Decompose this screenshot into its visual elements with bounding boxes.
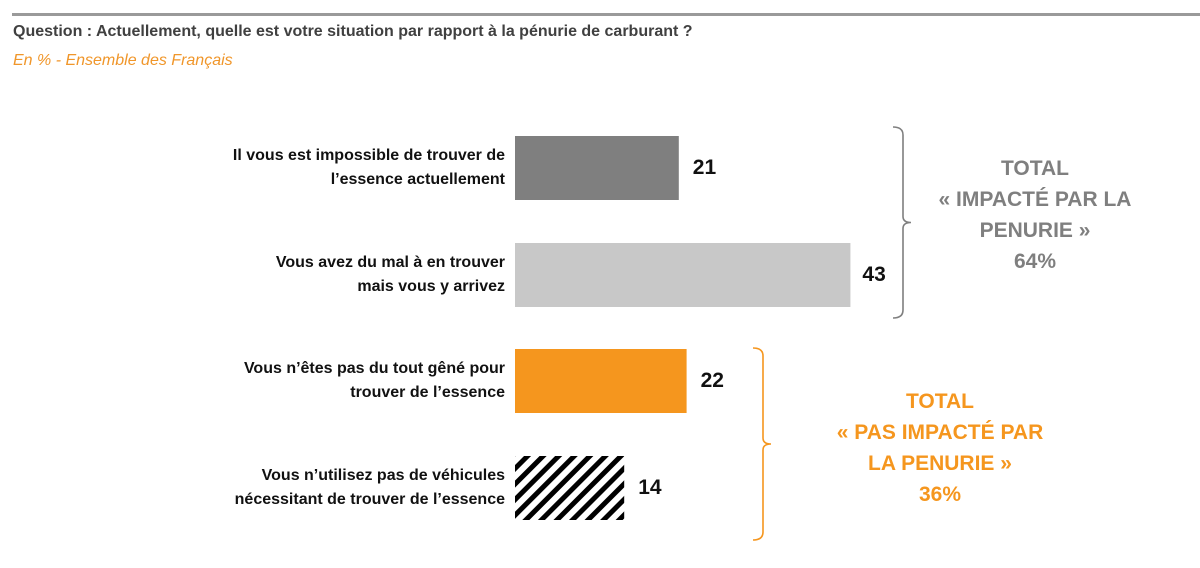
- category-label-line: Vous n’êtes pas du tout gêné pour: [243, 360, 505, 377]
- group-total-line: PENURIE »: [979, 219, 1091, 242]
- group-total-line: TOTAL: [905, 390, 975, 413]
- value-label: 21: [692, 156, 717, 179]
- group-total-label: TOTAL « PAS IMPACTÉ PAR LA PENURIE » 36%: [790, 386, 1090, 510]
- category-label-line: trouver de l’essence: [350, 384, 505, 401]
- category-label-line: nécessitant de trouver de l’essence: [234, 491, 505, 508]
- category-label-line: mais vous y arrivez: [357, 278, 505, 295]
- group-bracket: [892, 126, 912, 319]
- category-label: Vous avez du mal à en trouver mais vous y…: [165, 251, 505, 299]
- group-total-line: 64%: [1013, 250, 1057, 273]
- category-label-line: Il vous est impossible de trouver de: [232, 147, 505, 164]
- group-total-line: « IMPACTÉ PAR LA: [938, 188, 1132, 211]
- bar: [515, 243, 851, 307]
- group-total-line: 36%: [918, 483, 962, 506]
- category-label: Vous n’êtes pas du tout gêné pour trouver…: [165, 357, 505, 405]
- bar: [515, 136, 679, 200]
- question-title: Question : Actuellement, quelle est votr…: [13, 23, 693, 40]
- value-label: 43: [862, 263, 886, 286]
- value-label: 14: [638, 476, 662, 499]
- bar: [515, 456, 625, 520]
- value-label: 22: [700, 369, 724, 392]
- category-label-line: Vous n’utilisez pas de véhicules: [261, 467, 505, 484]
- group-total-line: TOTAL: [1000, 157, 1070, 180]
- category-label-line: Vous avez du mal à en trouver: [275, 254, 505, 271]
- category-label-line: l’essence actuellement: [330, 171, 505, 188]
- group-bracket: [752, 347, 772, 541]
- top-divider: [12, 13, 1200, 16]
- subtitle: En % - Ensemble des Français: [13, 52, 233, 69]
- category-label: Il vous est impossible de trouver de l’es…: [165, 144, 505, 192]
- bar: [515, 349, 687, 413]
- group-total-label: TOTAL « IMPACTÉ PAR LA PENURIE » 64%: [920, 153, 1150, 277]
- group-total-line: LA PENURIE »: [868, 452, 1012, 475]
- group-total-line: « PAS IMPACTÉ PAR: [836, 421, 1044, 444]
- category-label: Vous n’utilisez pas de véhicules nécessit…: [165, 464, 505, 512]
